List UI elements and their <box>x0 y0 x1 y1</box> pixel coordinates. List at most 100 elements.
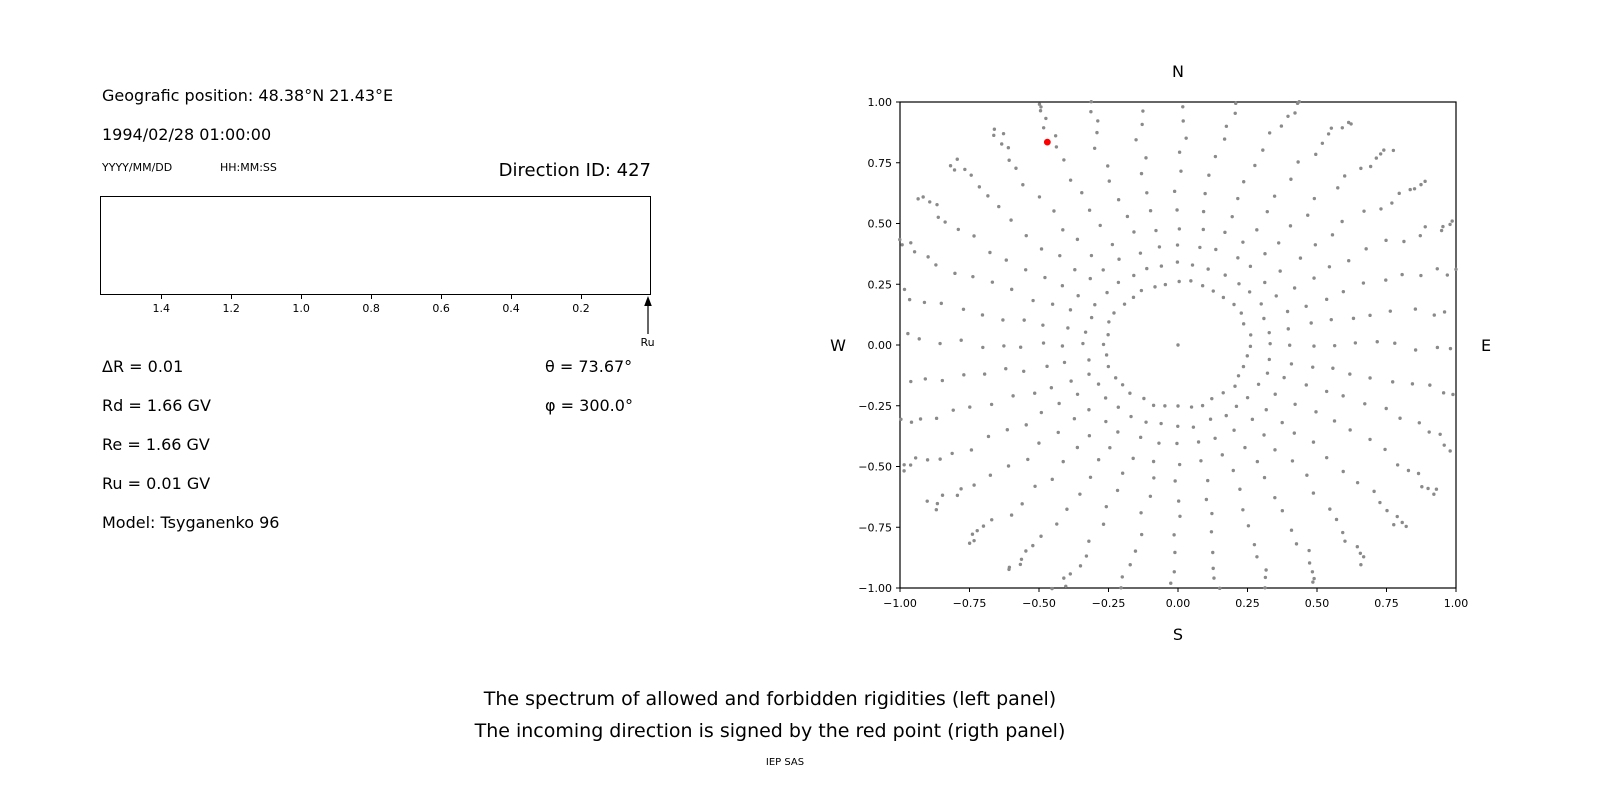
scatter-dot <box>1341 469 1345 474</box>
scatter-dot <box>1198 245 1202 250</box>
scatter-dot <box>1095 130 1099 135</box>
scatter-dot <box>1152 476 1156 480</box>
scatter-dot <box>1442 443 1446 447</box>
scatter-dot <box>1241 322 1246 326</box>
scatter-dot <box>1175 208 1179 212</box>
scatter-dot <box>1119 586 1123 590</box>
scatter-dot <box>1243 445 1247 450</box>
scatter-dot <box>1201 227 1206 232</box>
scatter-dot <box>1312 344 1316 348</box>
scatter-dot <box>1211 566 1215 571</box>
scatter-dot <box>1351 316 1356 321</box>
scatter-dot <box>1098 223 1102 228</box>
scatter-dot <box>1332 343 1337 348</box>
scatter-dot <box>1383 447 1387 452</box>
scatter-dot <box>1176 499 1181 503</box>
scatter-dot <box>1049 386 1054 390</box>
date-format-label: YYYY/MM/DD <box>102 161 173 174</box>
scatter-dot <box>1224 413 1228 418</box>
scatter-dot <box>1000 142 1004 146</box>
scatter-dot <box>1078 492 1082 496</box>
scatter-dot <box>948 164 953 168</box>
scatter-dot <box>1177 150 1182 154</box>
scatter-dot <box>1311 365 1315 369</box>
scatter-dot <box>1388 309 1393 313</box>
scatter-dot <box>1358 551 1363 555</box>
x-tick-label: 0.00 <box>1166 597 1191 610</box>
scatter-dot <box>1116 198 1121 202</box>
scatter-dot <box>1397 191 1401 196</box>
theta-value: θ = 73.67° <box>545 357 633 376</box>
scatter-dot <box>1400 272 1404 277</box>
y-tick-label: 1.00 <box>868 96 893 109</box>
scatter-dot <box>1448 346 1453 351</box>
scatter-dot <box>1190 263 1195 267</box>
scatter-dot <box>1116 430 1120 434</box>
scatter-dot <box>1293 111 1297 115</box>
scatter-dot <box>1144 420 1148 424</box>
scatter-dot <box>1120 383 1125 387</box>
scatter-dot <box>1139 171 1144 176</box>
scatter-dot <box>1172 189 1177 194</box>
scatter-dot <box>981 345 985 350</box>
scatter-dot <box>988 473 993 477</box>
scatter-dot <box>970 532 975 536</box>
scatter-dot <box>1089 315 1094 320</box>
scatter-dot <box>1101 268 1105 272</box>
scatter-dot <box>913 456 918 460</box>
scatter-dot <box>1309 321 1313 325</box>
scatter-dot <box>1206 478 1210 483</box>
scatter-dot <box>1423 179 1427 184</box>
spectrum-tick <box>230 295 232 299</box>
scatter-dot <box>997 204 1001 209</box>
y-tick-label: −0.50 <box>858 461 892 474</box>
scatter-dot <box>1043 275 1047 280</box>
scatter-dot <box>1294 542 1299 546</box>
scatter-dot <box>961 307 966 312</box>
scatter-dot <box>1128 563 1132 567</box>
scatter-dot <box>1220 453 1224 457</box>
scatter-dot <box>1072 417 1077 421</box>
direction-plot: −1.00 −0.75 −0.50 −0.25 0.00 0.25 0.50 0.75 1.00… <box>830 62 1491 644</box>
re-value: Re = 1.66 GV <box>102 435 210 454</box>
scatter-dot <box>1255 459 1260 464</box>
x-tick-label: −1.00 <box>883 597 917 610</box>
scatter-dot <box>1250 417 1255 422</box>
scatter-dot <box>1062 576 1066 580</box>
scatter-dot <box>1054 145 1059 149</box>
scatter-dot <box>1391 148 1396 153</box>
scatter-dot <box>1368 313 1372 318</box>
scatter-dot <box>1052 209 1056 213</box>
scatter-dot <box>1241 240 1245 244</box>
scatter-dot <box>969 448 974 452</box>
scatter-dot <box>1080 190 1084 195</box>
scatter-dot <box>923 377 928 381</box>
scatter-dot <box>1060 284 1065 288</box>
scatter-dot <box>1078 564 1083 568</box>
scatter-dot <box>1236 196 1240 201</box>
x-tick-label: 1.00 <box>1444 597 1469 610</box>
scatter-dot <box>1311 440 1316 444</box>
scatter-dot <box>1372 489 1376 494</box>
scatter-dot <box>1134 138 1138 142</box>
scatter-dot <box>922 300 927 305</box>
scatter-dot <box>1104 419 1108 424</box>
scatter-dot <box>1024 549 1028 553</box>
x-tick-label: 0.25 <box>1235 597 1260 610</box>
scatter-dot <box>1113 376 1118 380</box>
scatter-dot <box>1213 154 1218 159</box>
scatter-dot <box>977 185 982 189</box>
scatter-dot <box>1175 243 1180 247</box>
scatter-dot <box>1064 584 1068 588</box>
compass-south-label: S <box>1173 625 1183 644</box>
scatter-dot <box>1435 267 1439 271</box>
scatter-dot <box>1286 327 1290 331</box>
scatter-dot <box>934 263 938 267</box>
scatter-dot <box>1107 179 1111 183</box>
scatter-dot <box>1145 191 1149 195</box>
scatter-dot <box>1340 219 1344 224</box>
scatter-dot <box>1204 497 1209 502</box>
scatter-dot <box>1428 383 1432 387</box>
scatter-dot <box>1420 485 1424 489</box>
scatter-dot <box>1062 158 1066 162</box>
